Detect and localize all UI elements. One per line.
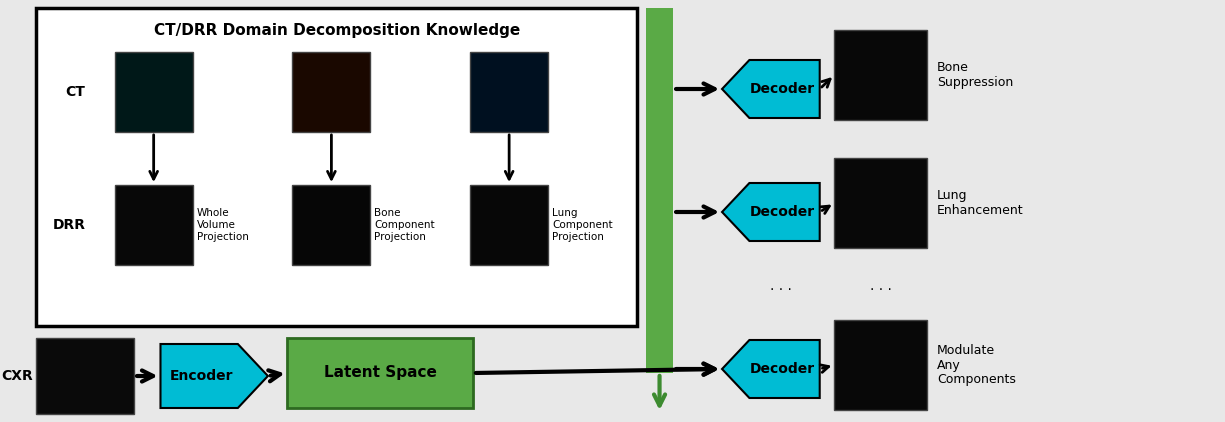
Text: · · ·: · · · [769, 284, 791, 298]
Bar [288, 338, 473, 408]
Text: Encoder: Encoder [169, 369, 233, 383]
Text: CXR: CXR [1, 369, 33, 383]
Bar [37, 338, 134, 414]
Bar [470, 52, 549, 132]
Text: · · ·: · · · [870, 284, 892, 298]
Bar [834, 158, 927, 248]
Polygon shape [722, 340, 820, 398]
Polygon shape [722, 60, 820, 118]
Bar [115, 185, 192, 265]
Bar [646, 8, 674, 373]
Text: Latent Space: Latent Space [323, 365, 436, 381]
Text: Lung
Component
Projection: Lung Component Projection [552, 208, 612, 242]
Bar [37, 8, 637, 326]
Bar [293, 185, 370, 265]
Bar [834, 30, 927, 120]
Bar [115, 52, 192, 132]
Text: Lung
Enhancement: Lung Enhancement [937, 189, 1024, 217]
Text: Modulate
Any
Components: Modulate Any Components [937, 344, 1016, 387]
Text: CT: CT [65, 85, 86, 99]
Text: Whole
Volume
Projection: Whole Volume Projection [197, 208, 249, 242]
Bar [470, 185, 549, 265]
Bar [293, 52, 370, 132]
Text: Bone
Suppression: Bone Suppression [937, 61, 1013, 89]
Polygon shape [722, 183, 820, 241]
Bar [834, 320, 927, 410]
Text: CT/DRR Domain Decomposition Knowledge: CT/DRR Domain Decomposition Knowledge [153, 22, 519, 38]
Polygon shape [160, 344, 268, 408]
Text: DRR: DRR [53, 218, 86, 232]
Text: Bone
Component
Projection: Bone Component Projection [375, 208, 435, 242]
Text: Decoder: Decoder [750, 362, 815, 376]
Text: Decoder: Decoder [750, 82, 815, 96]
Text: Decoder: Decoder [750, 205, 815, 219]
